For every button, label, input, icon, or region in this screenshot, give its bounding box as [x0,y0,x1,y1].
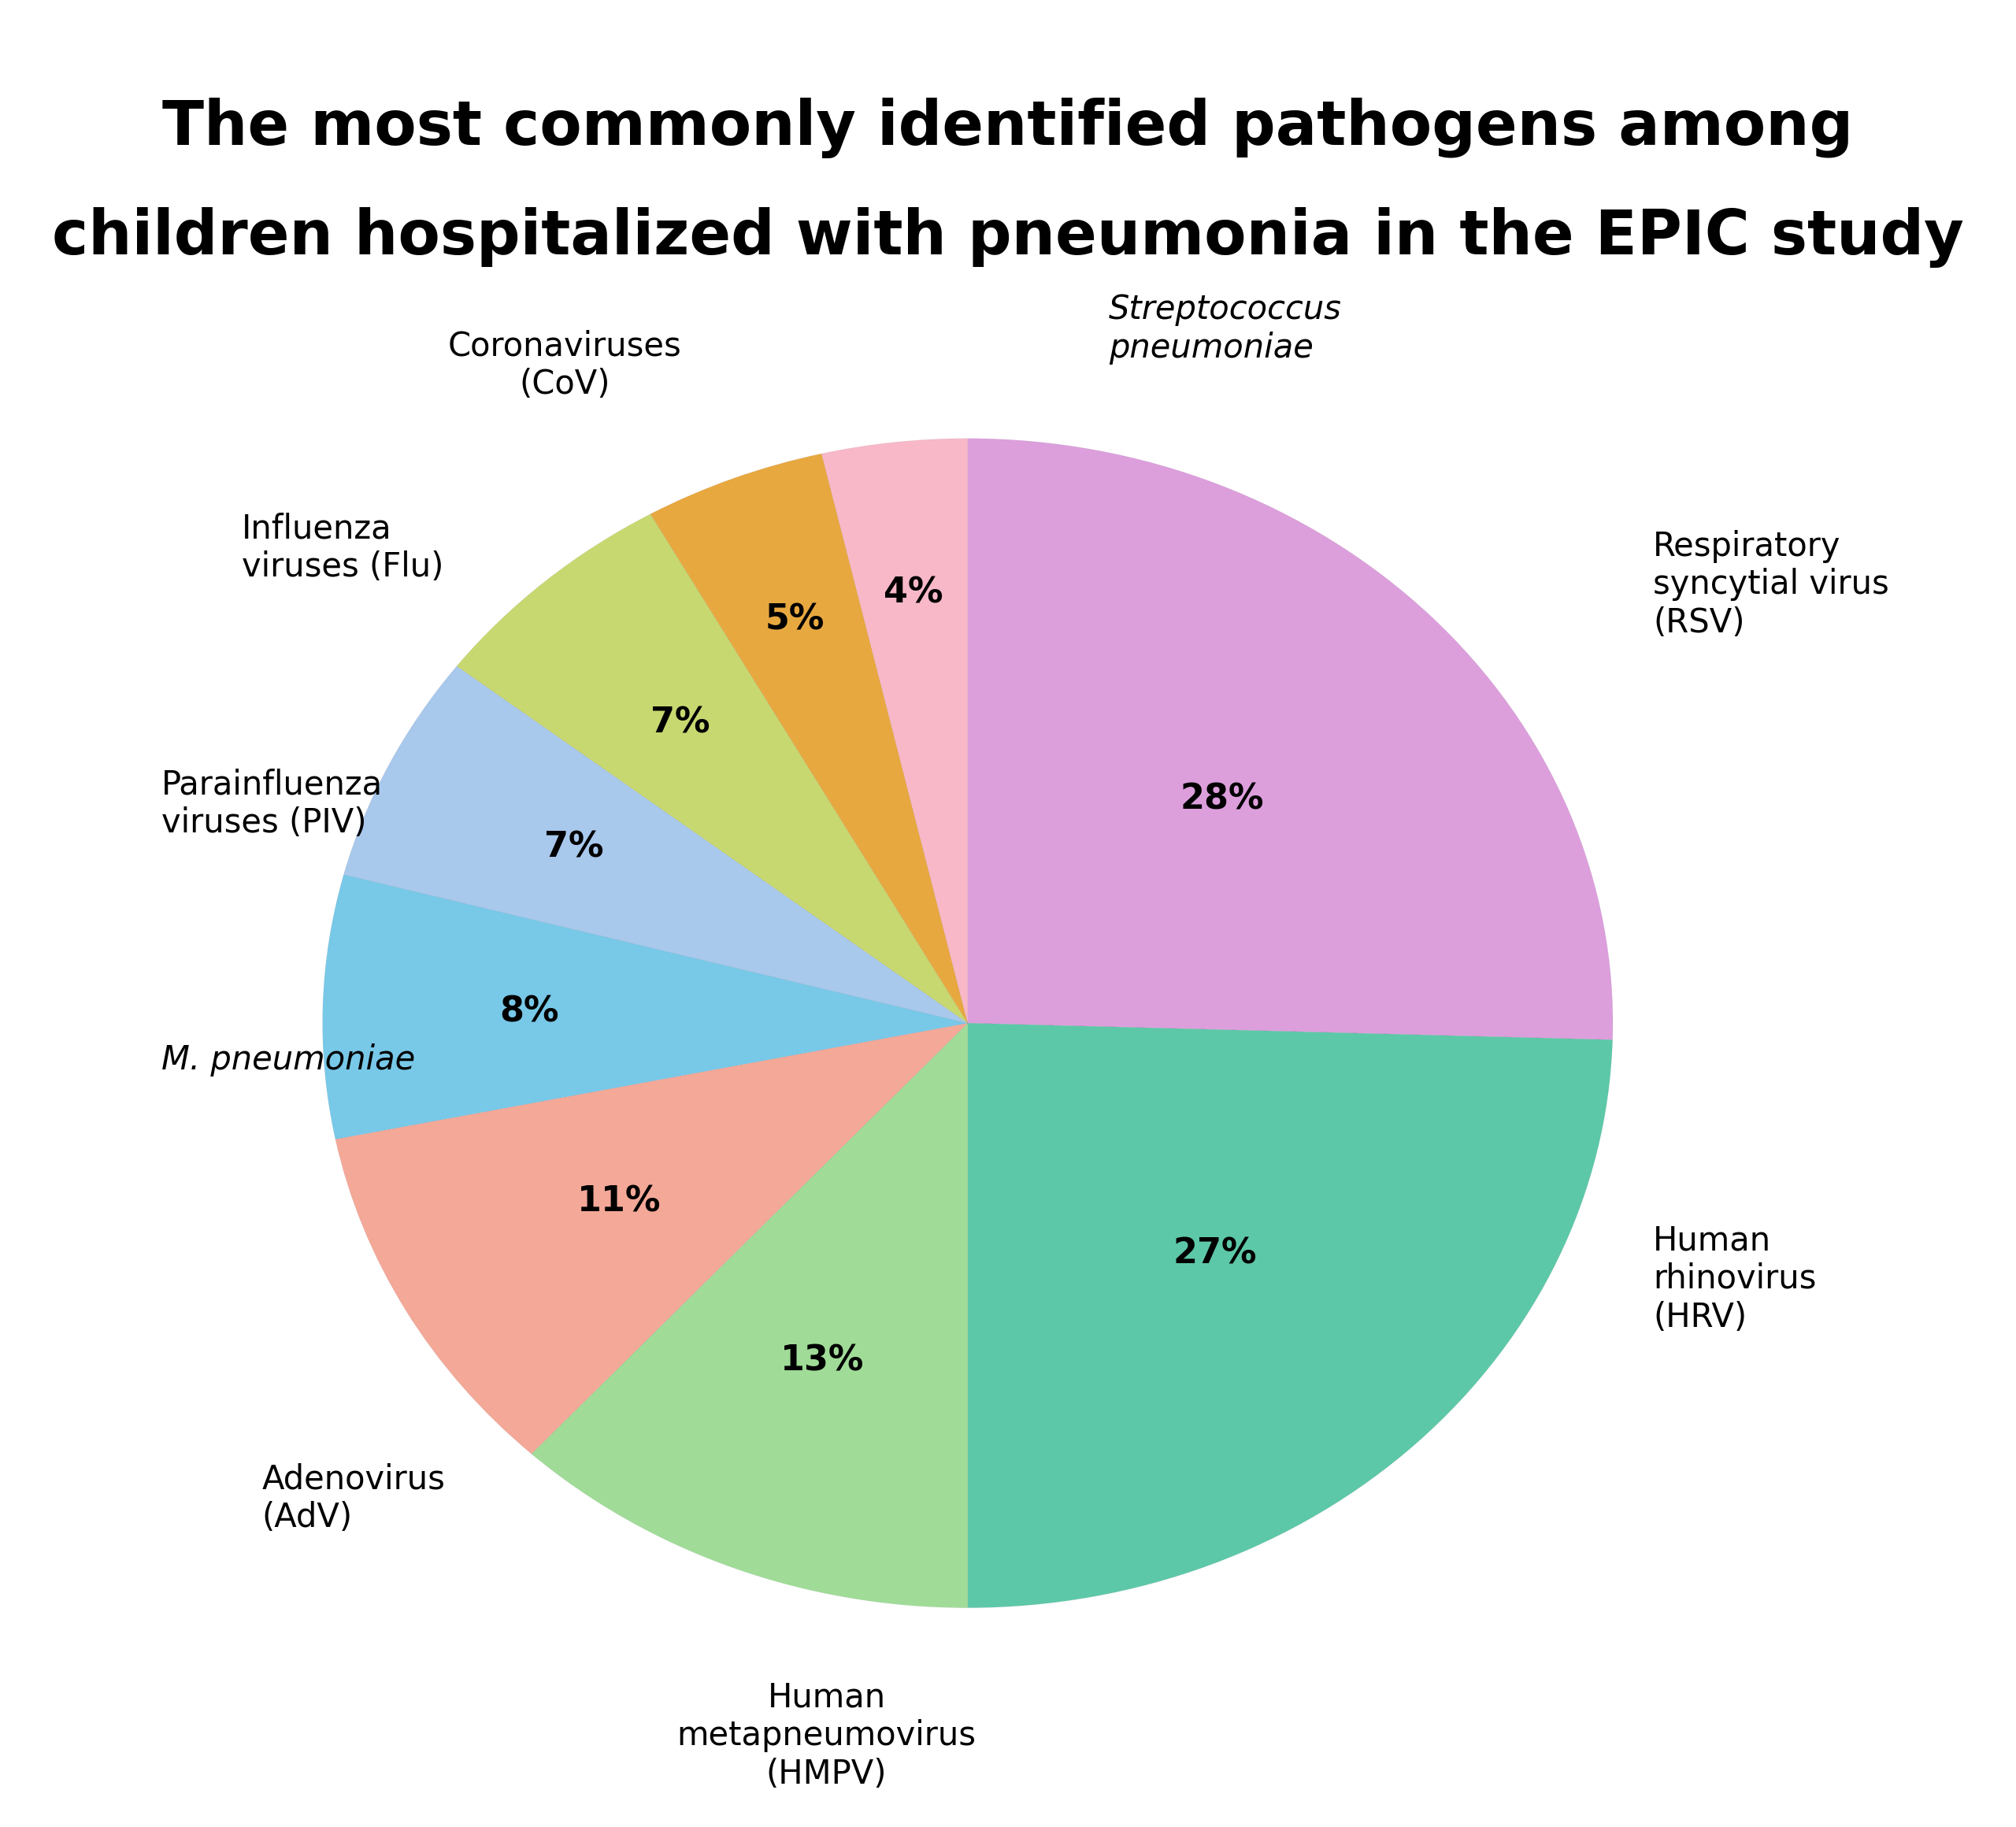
Text: Coronaviruses
(CoV): Coronaviruses (CoV) [448,329,681,402]
Text: 28%: 28% [1179,782,1264,817]
Text: 8%: 8% [500,996,558,1029]
Wedge shape [323,875,968,1140]
Text: 13%: 13% [780,1345,865,1378]
Text: children hospitalized with pneumonia in the EPIC study: children hospitalized with pneumonia in … [52,206,1964,269]
Text: 4%: 4% [883,576,943,610]
Text: Respiratory
syncytial virus
(RSV): Respiratory syncytial virus (RSV) [1653,530,1889,639]
Wedge shape [335,1023,968,1454]
Text: 11%: 11% [577,1184,661,1219]
Text: Streptococcus
pneumoniae: Streptococcus pneumoniae [1109,292,1343,365]
Wedge shape [823,438,968,1023]
Text: 27%: 27% [1173,1237,1256,1270]
Text: Adenovirus
(AdV): Adenovirus (AdV) [262,1462,446,1535]
Text: M. pneumoniae: M. pneumoniae [161,1043,415,1076]
Text: The most commonly identified pathogens among: The most commonly identified pathogens a… [163,97,1853,159]
Text: 7%: 7% [544,831,603,864]
Wedge shape [532,1023,968,1608]
Text: Human
rhinovirus
(HRV): Human rhinovirus (HRV) [1653,1224,1816,1334]
Wedge shape [458,513,968,1023]
Text: Influenza
viruses (Flu): Influenza viruses (Flu) [242,512,444,585]
Text: Human
metapneumovirus
(HMPV): Human metapneumovirus (HMPV) [677,1681,976,1790]
Text: 5%: 5% [764,603,825,638]
Wedge shape [968,1023,1613,1608]
Wedge shape [345,667,968,1023]
Wedge shape [651,453,968,1023]
Wedge shape [968,438,1613,1040]
Text: 7%: 7% [651,705,710,740]
Text: Parainfluenza
viruses (PIV): Parainfluenza viruses (PIV) [161,767,383,840]
